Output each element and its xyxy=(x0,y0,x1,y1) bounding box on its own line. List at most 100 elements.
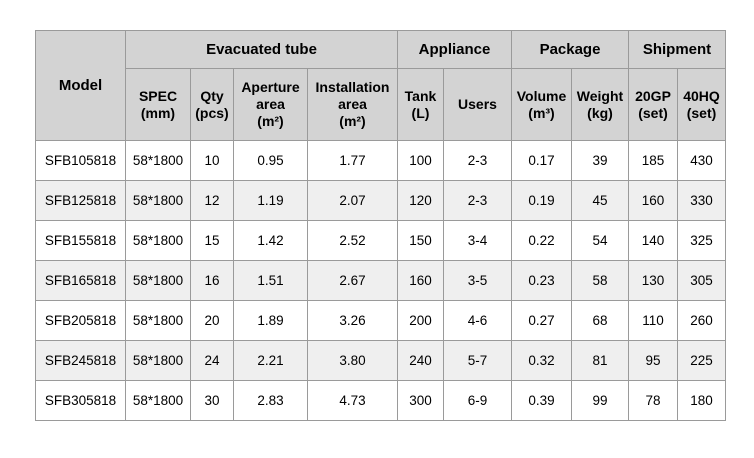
cell-volume: 0.17 xyxy=(511,140,572,181)
cell-weight: 81 xyxy=(570,340,630,381)
subheader-users: Users xyxy=(443,68,512,141)
subheader-aperture-area: Aperture area (m²) xyxy=(233,68,308,141)
cell-tank: 240 xyxy=(397,340,444,381)
cell-model: SFB125818 xyxy=(35,180,126,221)
cell-aperture-area: 2.83 xyxy=(233,380,308,421)
cell-tank: 100 xyxy=(397,140,444,181)
cell-20gp: 185 xyxy=(628,140,679,181)
table-row: SFB205818 58*1800 20 1.89 3.26 200 4-6 0… xyxy=(35,300,727,341)
cell-40hq: 330 xyxy=(677,180,727,221)
cell-volume: 0.23 xyxy=(511,260,572,301)
cell-model: SFB105818 xyxy=(35,140,126,181)
cell-weight: 45 xyxy=(570,180,630,221)
cell-model: SFB205818 xyxy=(35,300,126,341)
subheader-weight: Weight (kg) xyxy=(570,68,630,141)
cell-40hq: 430 xyxy=(677,140,727,181)
cell-installation-area: 4.73 xyxy=(307,380,398,421)
cell-volume: 0.32 xyxy=(511,340,572,381)
cell-weight: 58 xyxy=(570,260,630,301)
cell-users: 5-7 xyxy=(443,340,512,381)
cell-model: SFB165818 xyxy=(35,260,126,301)
cell-tank: 200 xyxy=(397,300,444,341)
cell-weight: 39 xyxy=(570,140,630,181)
table-header: Model Evacuated tube Appliance Package S… xyxy=(35,30,727,141)
cell-model: SFB245818 xyxy=(35,340,126,381)
cell-aperture-area: 2.21 xyxy=(233,340,308,381)
subheader-20gp: 20GP (set) xyxy=(628,68,679,141)
cell-installation-area: 3.26 xyxy=(307,300,398,341)
header-appliance: Appliance xyxy=(397,30,512,69)
cell-installation-area: 3.80 xyxy=(307,340,398,381)
cell-aperture-area: 1.89 xyxy=(233,300,308,341)
table-row: SFB245818 58*1800 24 2.21 3.80 240 5-7 0… xyxy=(35,340,727,381)
cell-20gp: 140 xyxy=(628,220,679,261)
subheader-spec: SPEC (mm) xyxy=(125,68,191,141)
cell-spec: 58*1800 xyxy=(125,180,191,221)
cell-tank: 160 xyxy=(397,260,444,301)
cell-aperture-area: 1.19 xyxy=(233,180,308,221)
cell-users: 6-9 xyxy=(443,380,512,421)
header-group-row: Model Evacuated tube Appliance Package S… xyxy=(35,30,727,141)
cell-qty: 15 xyxy=(190,220,234,261)
subheader-40hq: 40HQ (set) xyxy=(677,68,727,141)
table-body: SFB105818 58*1800 10 0.95 1.77 100 2-3 0… xyxy=(35,140,727,421)
header-model: Model xyxy=(35,30,126,141)
cell-installation-area: 1.77 xyxy=(307,140,398,181)
cell-spec: 58*1800 xyxy=(125,340,191,381)
cell-20gp: 78 xyxy=(628,380,679,421)
cell-qty: 10 xyxy=(190,140,234,181)
cell-40hq: 180 xyxy=(677,380,727,421)
cell-aperture-area: 0.95 xyxy=(233,140,308,181)
cell-installation-area: 2.67 xyxy=(307,260,398,301)
cell-qty: 16 xyxy=(190,260,234,301)
subheader-qty: Qty (pcs) xyxy=(190,68,234,141)
cell-tank: 300 xyxy=(397,380,444,421)
cell-users: 2-3 xyxy=(443,180,512,221)
cell-volume: 0.39 xyxy=(511,380,572,421)
subheader-installation-area: Installation area (m²) xyxy=(307,68,398,141)
cell-weight: 99 xyxy=(570,380,630,421)
header-sub-row: SPEC (mm) Qty (pcs) Aperture area (m²) I… xyxy=(36,68,727,141)
table-row: SFB305818 58*1800 30 2.83 4.73 300 6-9 0… xyxy=(35,380,727,421)
subheader-volume: Volume (m³) xyxy=(511,68,572,141)
cell-aperture-area: 1.42 xyxy=(233,220,308,261)
cell-spec: 58*1800 xyxy=(125,380,191,421)
cell-weight: 54 xyxy=(570,220,630,261)
cell-qty: 24 xyxy=(190,340,234,381)
table-row: SFB155818 58*1800 15 1.42 2.52 150 3-4 0… xyxy=(35,220,727,261)
cell-qty: 12 xyxy=(190,180,234,221)
cell-tank: 150 xyxy=(397,220,444,261)
table-row: SFB165818 58*1800 16 1.51 2.67 160 3-5 0… xyxy=(35,260,727,301)
cell-40hq: 325 xyxy=(677,220,727,261)
subheader-tank: Tank (L) xyxy=(397,68,444,141)
cell-installation-area: 2.07 xyxy=(307,180,398,221)
cell-users: 4-6 xyxy=(443,300,512,341)
header-package: Package xyxy=(510,30,630,69)
table-row: SFB105818 58*1800 10 0.95 1.77 100 2-3 0… xyxy=(35,140,727,181)
product-spec-table: Model Evacuated tube Appliance Package S… xyxy=(35,30,727,421)
cell-spec: 58*1800 xyxy=(125,140,191,181)
cell-40hq: 305 xyxy=(677,260,727,301)
cell-weight: 68 xyxy=(570,300,630,341)
cell-volume: 0.27 xyxy=(511,300,572,341)
cell-20gp: 110 xyxy=(628,300,679,341)
cell-40hq: 260 xyxy=(677,300,727,341)
cell-20gp: 130 xyxy=(628,260,679,301)
cell-tank: 120 xyxy=(397,180,444,221)
cell-spec: 58*1800 xyxy=(125,300,191,341)
cell-qty: 20 xyxy=(190,300,234,341)
cell-spec: 58*1800 xyxy=(125,220,191,261)
cell-aperture-area: 1.51 xyxy=(233,260,308,301)
cell-installation-area: 2.52 xyxy=(307,220,398,261)
table-row: SFB125818 58*1800 12 1.19 2.07 120 2-3 0… xyxy=(35,180,727,221)
cell-model: SFB155818 xyxy=(35,220,126,261)
cell-20gp: 160 xyxy=(628,180,679,221)
header-evacuated-tube: Evacuated tube xyxy=(125,30,398,69)
cell-users: 3-5 xyxy=(443,260,512,301)
cell-qty: 30 xyxy=(190,380,234,421)
cell-40hq: 225 xyxy=(677,340,727,381)
header-shipment: Shipment xyxy=(628,30,727,69)
cell-users: 3-4 xyxy=(443,220,512,261)
cell-volume: 0.22 xyxy=(511,220,572,261)
cell-users: 2-3 xyxy=(443,140,512,181)
